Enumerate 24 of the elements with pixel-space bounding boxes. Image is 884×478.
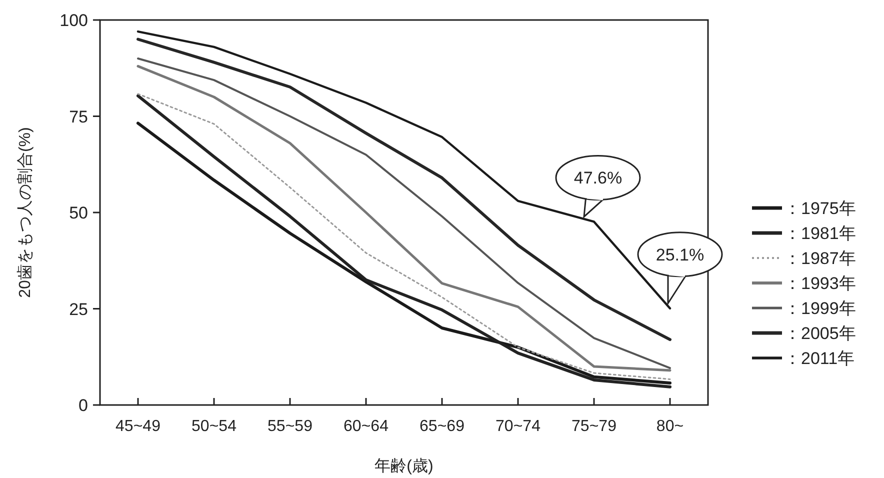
legend-label: ：2011年	[784, 349, 855, 368]
y-tick-label: 0	[78, 396, 88, 415]
legend-label: ：2005年	[784, 324, 856, 343]
legend-label: ：1981年	[784, 224, 856, 243]
legend-label: ：1999年	[784, 299, 856, 318]
legend-label: ：1975年	[784, 199, 856, 218]
x-tick-label: 50~54	[192, 418, 237, 435]
x-tick-label: 70~74	[496, 418, 541, 435]
x-tick-label: 55~59	[268, 418, 313, 435]
x-tick-label: 65~69	[420, 418, 465, 435]
x-tick-label: 80~	[656, 418, 684, 435]
annotation: 47.6%	[574, 168, 622, 188]
y-axis-title: 20歯をもつ人の割合(%)	[16, 127, 34, 298]
legend-label: ：1993年	[784, 274, 856, 293]
y-tick-label: 50	[69, 204, 88, 222]
x-tick-label: 60~64	[344, 418, 389, 435]
x-axis-title: 年齢(歳)	[374, 457, 434, 475]
x-tick-label: 45~49	[116, 418, 161, 435]
legend-label: ：1987年	[784, 249, 856, 268]
y-tick-label: 75	[69, 107, 88, 126]
x-tick-label: 75~79	[572, 418, 617, 435]
y-tick-label: 25	[69, 300, 88, 319]
annotation: 25.1%	[656, 245, 704, 264]
y-tick-label: 100	[60, 11, 88, 30]
